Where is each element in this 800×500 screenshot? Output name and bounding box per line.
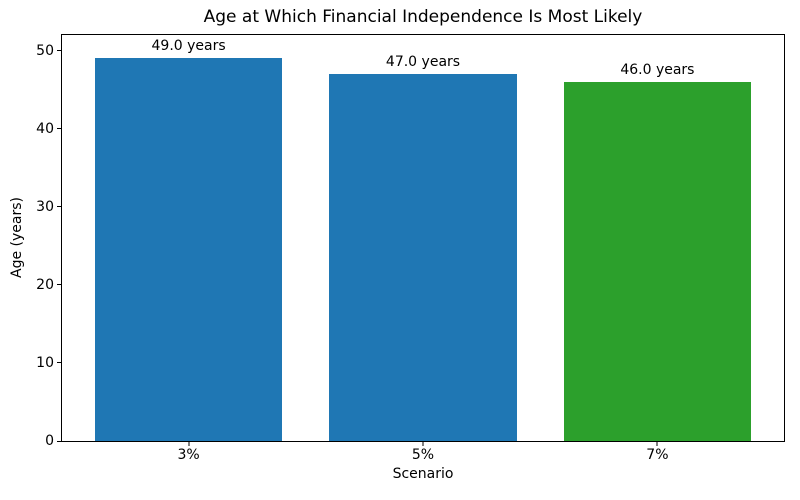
y-axis-label: Age (years): [9, 197, 25, 279]
y-tick-label: 40: [36, 120, 54, 137]
x-tick-label: 3%: [177, 447, 200, 463]
y-tick-label: 0: [45, 433, 54, 449]
y-tick-mark: [57, 284, 61, 286]
bar-value-label: 47.0 years: [385, 54, 461, 71]
y-tick-mark: [57, 362, 61, 364]
bar-value-label: 46.0 years: [620, 61, 695, 78]
y-tick-label: 10: [36, 354, 54, 371]
x-tick-mark: [422, 442, 424, 446]
x-axis-label: Scenario: [392, 466, 454, 482]
y-tick-label: 50: [36, 42, 54, 59]
bar-value-label: 49.0 years: [151, 38, 226, 55]
chart-title: Age at Which Financial Independence Is M…: [203, 7, 643, 27]
y-tick-mark: [57, 440, 61, 442]
y-tick-label: 20: [36, 276, 54, 293]
x-tick-mark: [188, 442, 190, 446]
bar-3%: [94, 58, 283, 441]
y-tick-mark: [57, 128, 61, 130]
x-tick-label: 7%: [646, 447, 669, 463]
y-tick-label: 30: [36, 198, 54, 215]
bar-7%: [563, 81, 752, 441]
bar-5%: [329, 74, 517, 441]
x-tick-label: 5%: [411, 447, 435, 463]
x-tick-mark: [656, 442, 658, 446]
plot-area: 0 10 20 30 40 50 49.0 years 3% 47.0 years 5% 46.0 …: [36, 34, 785, 463]
y-tick-mark: [57, 50, 61, 52]
y-tick-mark: [57, 206, 61, 208]
